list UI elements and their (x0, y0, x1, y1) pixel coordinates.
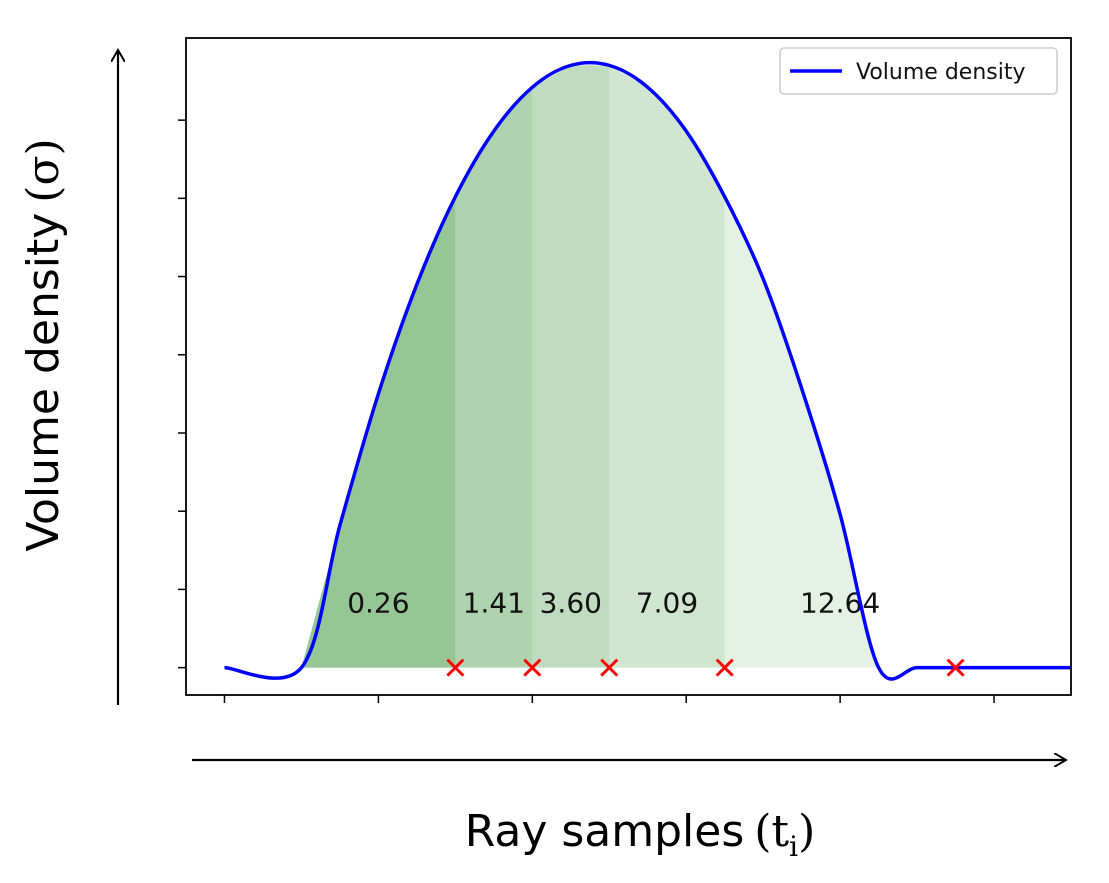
shaded-region-4 (609, 65, 725, 668)
region-label-3: 3.60 (540, 587, 602, 620)
y-axis-title-text: Volume density (18, 213, 69, 552)
x-axis-title: Ray samples (ti) (465, 806, 816, 863)
sample-marker-2 (523, 658, 542, 677)
legend-box (779, 47, 1058, 95)
sample-marker-4 (715, 658, 734, 677)
y-axis-symbol: σ (18, 155, 69, 185)
region-label-5: 12.64 (800, 587, 880, 620)
shaded-region-2 (455, 87, 533, 668)
sample-marker-5 (946, 658, 965, 677)
shaded-region-3 (532, 65, 610, 668)
x-axis-subscript: i (789, 830, 798, 863)
plot-area: 0.26 1.41 3.60 7.09 12.64 Volume density (178, 37, 1072, 703)
region-label-4: 7.09 (636, 587, 698, 620)
volume-density-curve (224, 60, 1071, 681)
legend-label: Volume density (856, 60, 1025, 85)
region-label-2: 1.41 (463, 587, 525, 620)
plot-frame (185, 37, 1072, 696)
shaded-region-1 (301, 196, 456, 668)
y-axis-title: Volume density(σ) (18, 138, 69, 551)
sample-marker-1 (446, 658, 465, 677)
x-axis-symbol: t (771, 806, 789, 857)
shaded-region-5 (724, 196, 956, 668)
sample-marker-3 (600, 658, 619, 677)
x-axis-title-text: Ray samples (465, 806, 745, 857)
region-label-1: 0.26 (347, 587, 409, 620)
